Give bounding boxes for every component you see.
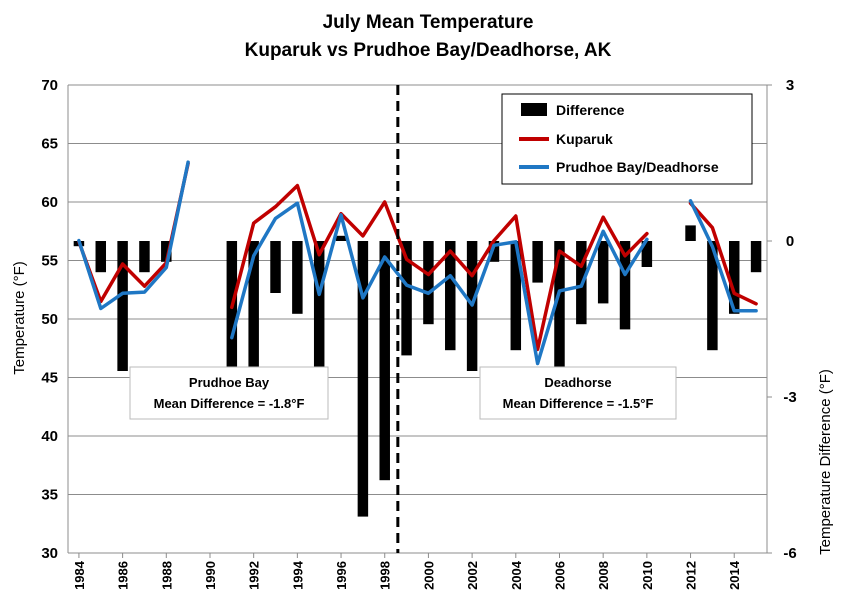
y-tick-label: 50 [41,311,58,328]
x-tick-label: 2014 [727,560,742,590]
legend-label-prudhoe: Prudhoe Bay/Deadhorse [556,159,719,175]
kuparuk-line-segment [688,201,758,306]
x-tick-label: 1986 [116,561,131,590]
difference-bar [445,241,456,351]
x-tick-label: 1998 [378,561,393,590]
y-tick-label: 30 [41,545,58,562]
annotation-deadhorse: Deadhorse Mean Difference = -1.5°F [479,366,677,420]
x-tick-label: 2012 [684,561,699,590]
difference-bar [313,241,325,418]
legend-label-difference: Difference [556,102,625,118]
left-axis-ticks: 30 35 40 45 50 55 60 65 70 [41,77,58,562]
right-axis-ticks: -6 -3 0 3 [767,77,797,562]
y2-tick-label: 3 [786,77,794,94]
difference-bar [554,241,565,418]
difference-bar [728,241,740,314]
difference-bar [335,235,347,241]
prudhoe-line-segment [77,160,190,311]
y-axis-label: Temperature (°F) [11,261,28,375]
y-tick-label: 40 [41,428,58,445]
difference-bar [139,241,150,273]
x-axis-ticks: 1984 1986 1988 1990 1992 1994 1996 1998 2000 2002… [72,553,742,590]
x-tick-label: 2008 [596,561,611,590]
difference-bar [401,241,412,356]
difference-bar [248,241,259,387]
annotation-title: Prudhoe Bay [189,375,270,390]
difference-bar [685,225,696,241]
difference-bar [379,241,390,481]
difference-bar [707,241,718,351]
y-tick-label: 60 [41,194,58,211]
x-tick-label: 2004 [509,560,524,590]
x-tick-label: 2000 [421,561,436,590]
x-tick-label: 1984 [72,560,87,590]
x-tick-label: 2006 [552,561,567,590]
annotation-box [479,366,677,420]
difference-bar [270,241,281,293]
y-tick-label: 45 [41,370,58,387]
kuparuk-line-segment [230,183,649,352]
annotation-value: Mean Difference = -1.8°F [154,396,305,411]
annotation-box [129,366,329,420]
difference-bar [423,241,434,325]
annotation-prudhoe: Prudhoe Bay Mean Difference = -1.8°F [129,366,329,420]
chart-title: July Mean Temperature [323,12,534,33]
y-tick-label: 35 [41,487,58,504]
difference-bar [95,241,107,273]
difference-bar [532,241,543,283]
axes [67,85,768,554]
difference-bar [619,241,631,330]
temperature-lines [77,160,758,366]
x-tick-label: 1992 [247,561,262,590]
x-tick-label: 2002 [465,561,480,590]
annotation-title: Deadhorse [544,375,611,390]
y-tick-label: 55 [41,253,58,270]
chart-subtitle: Kuparuk vs Prudhoe Bay/Deadhorse, AK [245,40,612,61]
legend-label-kuparuk: Kuparuk [556,131,613,147]
difference-bar [161,241,172,262]
annotation-value: Mean Difference = -1.5°F [503,396,654,411]
x-tick-label: 1996 [334,561,349,590]
prudhoe-line-segment [688,199,758,313]
legend-swatch-difference [521,103,547,116]
difference-bar [750,241,762,273]
difference-bar [357,241,369,517]
y2-tick-label: -3 [783,389,796,406]
difference-bar [641,241,653,267]
y-tick-label: 70 [41,77,58,94]
x-tick-label: 1988 [159,561,174,590]
y2-axis-label: Temperature Difference (°F) [817,369,834,555]
x-tick-label: 2010 [640,561,655,590]
legend: Difference Kuparuk Prudhoe Bay/Deadhorse [501,93,753,185]
difference-bar [488,241,500,262]
y-tick-label: 65 [41,136,58,153]
x-tick-label: 1990 [203,561,218,590]
difference-bar [510,241,522,351]
y2-tick-label: -6 [783,545,796,562]
x-tick-label: 1994 [290,560,305,590]
prudhoe-line-segment [230,201,649,366]
difference-bar [597,241,609,304]
difference-bar [117,241,128,371]
difference-bar [292,241,303,314]
y2-tick-label: 0 [786,233,794,250]
